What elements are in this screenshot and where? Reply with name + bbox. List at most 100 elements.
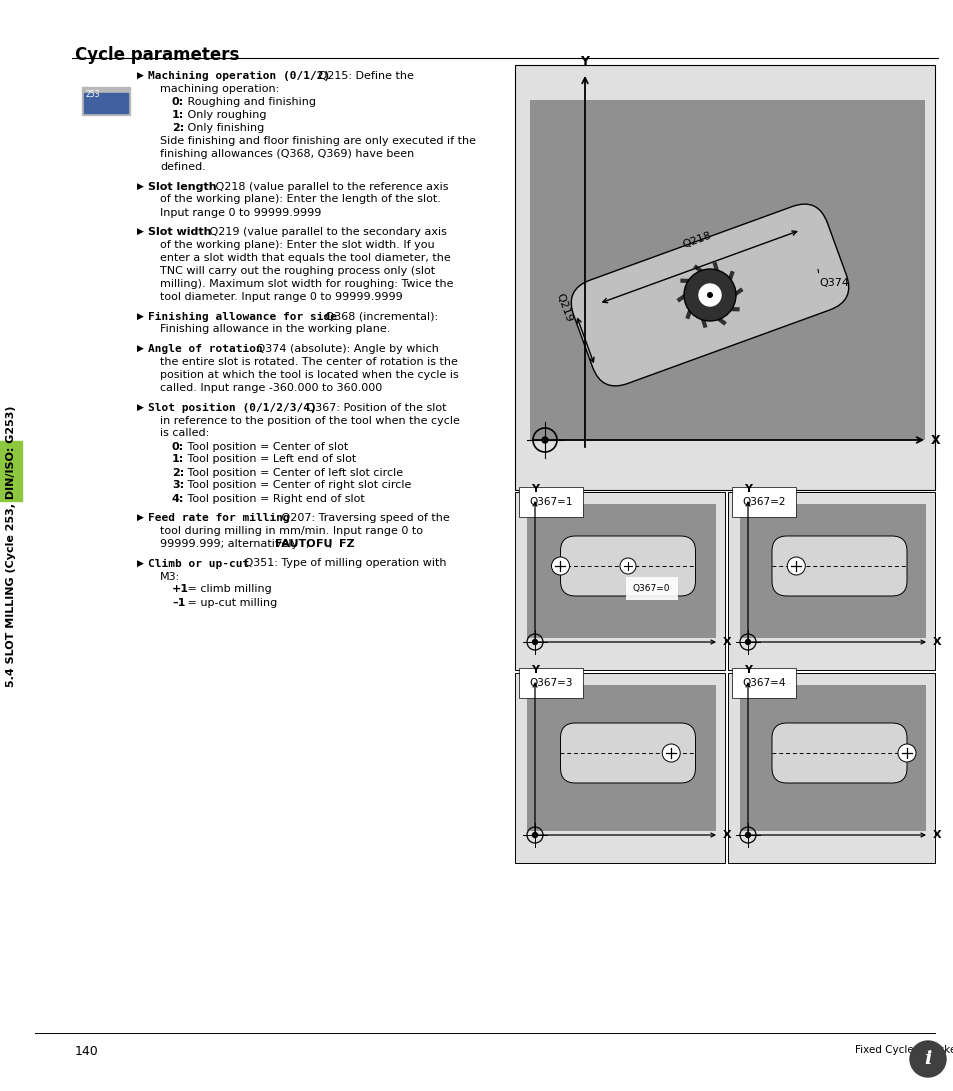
Text: FZ: FZ [338,539,355,549]
Text: Q219: Q219 [554,292,573,324]
Circle shape [541,437,547,443]
Text: Slot position (0/1/2/3/4): Slot position (0/1/2/3/4) [148,403,316,412]
Text: X: X [932,830,941,840]
Bar [740,685,925,831]
Bar [526,504,716,638]
Text: 5.4 SLOT MILLING (Cycle 253, DIN/ISO: G253): 5.4 SLOT MILLING (Cycle 253, DIN/ISO: G2… [6,405,16,686]
Text: = climb milling: = climb milling [183,585,271,595]
Text: X: X [722,637,731,647]
Text: = up-cut milling: = up-cut milling [183,598,276,608]
Circle shape [532,832,537,838]
Bar [727,492,934,670]
Text: ▶: ▶ [137,71,144,80]
Circle shape [619,558,636,574]
Text: tool during milling in mm/min. Input range 0 to: tool during milling in mm/min. Input ran… [160,526,422,536]
Text: Q367=0: Q367=0 [633,584,670,594]
Text: Tool position = Center of left slot circle: Tool position = Center of left slot circ… [183,468,402,478]
Text: Only roughing: Only roughing [183,110,266,120]
Text: FU: FU [315,539,332,549]
Text: 99999.999; alternatively: 99999.999; alternatively [160,539,301,549]
Bar [530,100,924,440]
Text: Q215: Define the: Q215: Define the [315,71,414,81]
Bar [515,673,724,863]
Circle shape [786,558,804,575]
Text: the entire slot is rotated. The center of rotation is the: the entire slot is rotated. The center o… [160,357,457,367]
Circle shape [744,832,750,838]
Text: ▶: ▶ [137,513,144,521]
Text: Q207: Traversing speed of the: Q207: Traversing speed of the [278,513,450,523]
Text: Roughing and finishing: Roughing and finishing [183,97,315,107]
Text: Cycle parameters: Cycle parameters [75,46,239,64]
Text: X: X [932,637,941,647]
Bar [82,87,130,115]
Text: Tool position = Center of slot: Tool position = Center of slot [183,442,348,452]
Text: Angle of rotation: Angle of rotation [148,344,262,355]
Text: tool diameter. Input range 0 to 99999.9999: tool diameter. Input range 0 to 99999.99… [160,292,402,302]
Bar [727,673,934,863]
Text: 1:: 1: [172,110,184,120]
Text: TNC will carry out the roughing process only (slot: TNC will carry out the roughing process … [160,266,435,276]
Text: Machining operation (0/1/2): Machining operation (0/1/2) [148,71,330,81]
Text: Q368 (incremental):: Q368 (incremental): [321,312,437,322]
Text: Y: Y [743,666,751,675]
FancyBboxPatch shape [560,536,695,596]
Text: Q219 (value parallel to the secondary axis: Q219 (value parallel to the secondary ax… [206,227,446,237]
Text: milling). Maximum slot width for roughing: Twice the: milling). Maximum slot width for roughin… [160,279,453,289]
Text: 2:: 2: [172,468,184,478]
Text: Q351: Type of milling operation with: Q351: Type of milling operation with [241,559,446,568]
Text: is called:: is called: [160,429,209,439]
Text: ▶: ▶ [137,181,144,191]
Text: 4:: 4: [172,493,184,504]
FancyBboxPatch shape [771,536,906,596]
Text: Tool position = Right end of slot: Tool position = Right end of slot [183,493,364,504]
Text: X: X [722,830,731,840]
Text: FAUTO: FAUTO [274,539,315,549]
Bar [515,65,934,490]
Text: Slot width: Slot width [148,227,212,237]
Text: ▶: ▶ [137,227,144,236]
Text: Q367: Position of the slot: Q367: Position of the slot [303,403,446,412]
Text: of the working plane): Enter the length of the slot.: of the working plane): Enter the length … [160,194,440,204]
FancyBboxPatch shape [571,204,848,386]
Circle shape [683,269,735,321]
Text: Q367=2: Q367=2 [741,497,784,507]
Text: X: X [930,433,940,446]
Circle shape [661,744,679,762]
Text: Fixed Cycles: Pocket Milling / Stud Milling / Slot Milling: Fixed Cycles: Pocket Milling / Stud Mill… [854,1045,953,1055]
Text: i: i [923,1050,931,1068]
Text: Q374: Q374 [819,278,848,288]
Text: ▶: ▶ [137,559,144,567]
Text: 2:: 2: [172,123,184,133]
Text: Input range 0 to 99999.9999: Input range 0 to 99999.9999 [160,207,321,217]
Bar [515,492,724,670]
FancyBboxPatch shape [771,723,906,783]
Circle shape [706,292,712,298]
Text: of the working plane): Enter the slot width. If you: of the working plane): Enter the slot wi… [160,240,435,250]
Bar [84,93,128,113]
Text: Finishing allowance for side: Finishing allowance for side [148,312,336,322]
Text: 140: 140 [75,1045,99,1058]
Text: Finishing allowance in the working plane.: Finishing allowance in the working plane… [160,324,390,335]
Text: 0:: 0: [172,442,184,452]
Text: Q218 (value parallel to the reference axis: Q218 (value parallel to the reference ax… [212,181,448,192]
Text: Climb or up-cut: Climb or up-cut [148,559,249,568]
Text: 253: 253 [86,89,100,99]
Text: machining operation:: machining operation: [160,84,279,94]
Text: Q367=4: Q367=4 [741,678,784,688]
Bar [0,441,22,501]
Text: called. Input range -360.000 to 360.000: called. Input range -360.000 to 360.000 [160,383,382,393]
Text: Q367=3: Q367=3 [529,678,572,688]
Text: ,: , [329,539,336,549]
Text: Side finishing and floor finishing are only executed if the: Side finishing and floor finishing are o… [160,136,476,146]
Circle shape [744,639,750,645]
Text: ▶: ▶ [137,312,144,321]
Circle shape [698,284,720,307]
FancyBboxPatch shape [560,723,695,783]
Text: Tool position = Left end of slot: Tool position = Left end of slot [183,455,355,465]
Text: Y: Y [531,666,538,675]
Text: ,: , [306,539,313,549]
Text: Feed rate for milling: Feed rate for milling [148,513,290,523]
Circle shape [551,558,569,575]
Text: 3:: 3: [172,480,184,491]
Text: Y: Y [579,55,589,68]
